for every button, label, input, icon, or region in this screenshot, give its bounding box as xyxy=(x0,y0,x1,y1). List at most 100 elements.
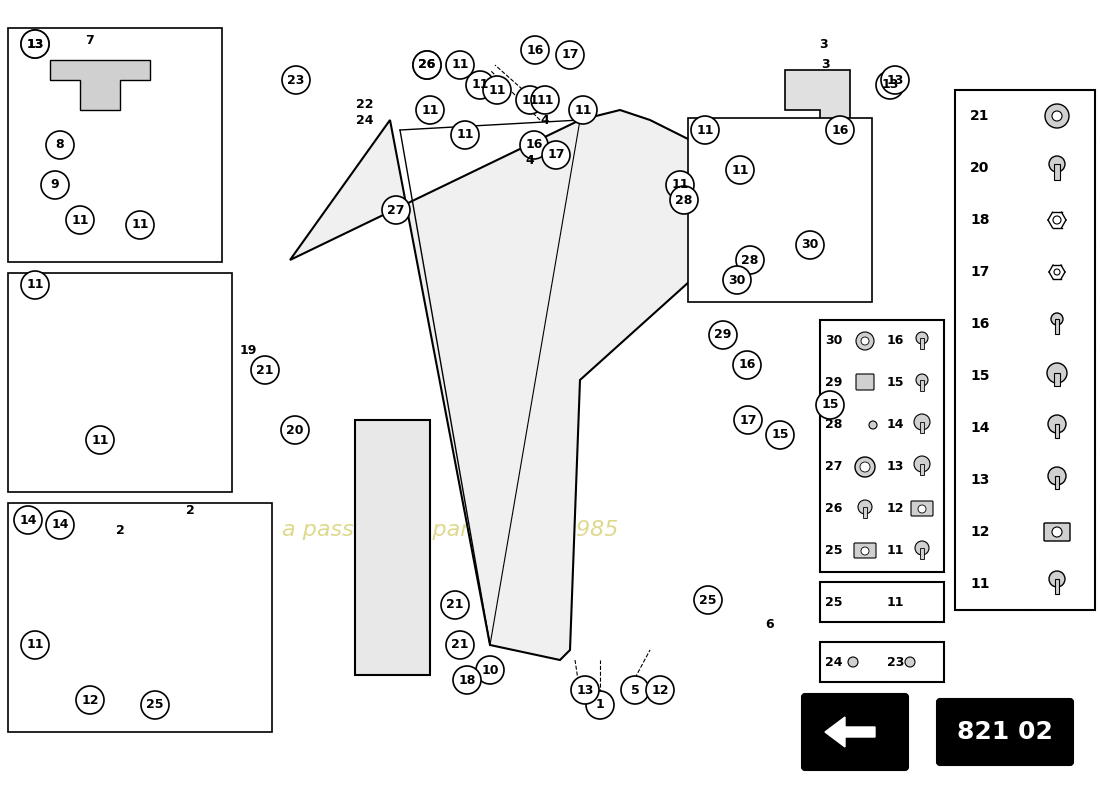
Text: 21: 21 xyxy=(451,638,469,651)
Text: 8: 8 xyxy=(56,138,64,151)
Text: 24: 24 xyxy=(356,114,374,126)
Text: 13: 13 xyxy=(26,38,44,50)
Circle shape xyxy=(734,406,762,434)
Circle shape xyxy=(86,426,114,454)
Circle shape xyxy=(860,462,870,472)
Text: 26: 26 xyxy=(418,58,436,71)
Circle shape xyxy=(691,116,719,144)
Circle shape xyxy=(856,332,875,350)
Text: 18: 18 xyxy=(459,674,475,686)
Circle shape xyxy=(1052,527,1062,537)
FancyBboxPatch shape xyxy=(911,501,933,516)
Text: 16: 16 xyxy=(526,43,543,57)
Text: 27: 27 xyxy=(387,203,405,217)
Text: 13: 13 xyxy=(881,78,899,91)
Text: 11: 11 xyxy=(456,129,474,142)
Circle shape xyxy=(542,141,570,169)
Polygon shape xyxy=(825,717,874,747)
Text: 30: 30 xyxy=(728,274,746,286)
Circle shape xyxy=(586,691,614,719)
Circle shape xyxy=(876,71,904,99)
Text: 27: 27 xyxy=(825,461,843,474)
Text: 16: 16 xyxy=(887,334,904,347)
Text: 30: 30 xyxy=(825,334,843,347)
Text: 3: 3 xyxy=(818,38,827,51)
Text: 11: 11 xyxy=(471,78,488,91)
Text: 11: 11 xyxy=(537,94,553,106)
Text: 28: 28 xyxy=(825,418,843,431)
Circle shape xyxy=(914,456,929,472)
Text: 12: 12 xyxy=(651,683,669,697)
Circle shape xyxy=(723,266,751,294)
Circle shape xyxy=(1054,269,1060,275)
FancyBboxPatch shape xyxy=(8,503,272,732)
Text: 11: 11 xyxy=(574,103,592,117)
Circle shape xyxy=(412,51,441,79)
Text: 14: 14 xyxy=(20,514,36,526)
Circle shape xyxy=(869,421,877,429)
Circle shape xyxy=(516,86,544,114)
Circle shape xyxy=(476,656,504,684)
Circle shape xyxy=(1049,156,1065,172)
Circle shape xyxy=(531,86,559,114)
Text: 13: 13 xyxy=(970,473,989,487)
Circle shape xyxy=(1047,363,1067,383)
Circle shape xyxy=(446,631,474,659)
Circle shape xyxy=(14,506,42,534)
FancyBboxPatch shape xyxy=(688,118,872,302)
Circle shape xyxy=(521,36,549,64)
FancyBboxPatch shape xyxy=(856,374,875,390)
Text: a passion for parts since 1985: a passion for parts since 1985 xyxy=(282,520,618,540)
Text: 6: 6 xyxy=(766,618,774,631)
Text: 11: 11 xyxy=(131,218,149,231)
FancyBboxPatch shape xyxy=(820,642,944,682)
FancyBboxPatch shape xyxy=(864,507,867,518)
Circle shape xyxy=(466,71,494,99)
Text: 11: 11 xyxy=(91,434,109,446)
FancyBboxPatch shape xyxy=(8,28,222,262)
Circle shape xyxy=(861,337,869,345)
Text: 26: 26 xyxy=(825,502,843,515)
Text: 11: 11 xyxy=(26,638,44,651)
Circle shape xyxy=(1045,104,1069,128)
Circle shape xyxy=(694,586,722,614)
Text: 19: 19 xyxy=(240,343,256,357)
Polygon shape xyxy=(50,60,150,110)
Polygon shape xyxy=(785,70,850,220)
Circle shape xyxy=(141,691,169,719)
FancyBboxPatch shape xyxy=(1055,424,1059,438)
Circle shape xyxy=(826,116,854,144)
Circle shape xyxy=(816,391,844,419)
Text: 11: 11 xyxy=(521,94,539,106)
Text: 17: 17 xyxy=(548,149,564,162)
FancyBboxPatch shape xyxy=(1054,164,1060,180)
Text: 23: 23 xyxy=(887,655,904,669)
FancyBboxPatch shape xyxy=(937,699,1072,765)
Text: 12: 12 xyxy=(970,525,990,539)
Circle shape xyxy=(858,500,872,514)
Text: 13: 13 xyxy=(887,461,904,474)
Circle shape xyxy=(441,591,469,619)
Circle shape xyxy=(855,457,875,477)
Text: 16: 16 xyxy=(970,317,989,331)
Circle shape xyxy=(412,51,441,79)
Circle shape xyxy=(916,332,928,344)
Text: 821 02: 821 02 xyxy=(957,720,1053,744)
Circle shape xyxy=(1053,216,1062,224)
Circle shape xyxy=(710,321,737,349)
FancyBboxPatch shape xyxy=(1055,476,1059,489)
FancyBboxPatch shape xyxy=(8,273,232,492)
Text: 25: 25 xyxy=(700,594,717,606)
Circle shape xyxy=(21,271,50,299)
Text: 17: 17 xyxy=(970,265,989,279)
Text: 15: 15 xyxy=(970,369,990,383)
Circle shape xyxy=(1050,313,1063,325)
Circle shape xyxy=(796,231,824,259)
Text: 11: 11 xyxy=(72,214,89,226)
Text: 11: 11 xyxy=(451,58,469,71)
Circle shape xyxy=(571,676,600,704)
Text: 25: 25 xyxy=(825,595,843,609)
Circle shape xyxy=(905,657,915,667)
Circle shape xyxy=(1048,467,1066,485)
Circle shape xyxy=(41,171,69,199)
